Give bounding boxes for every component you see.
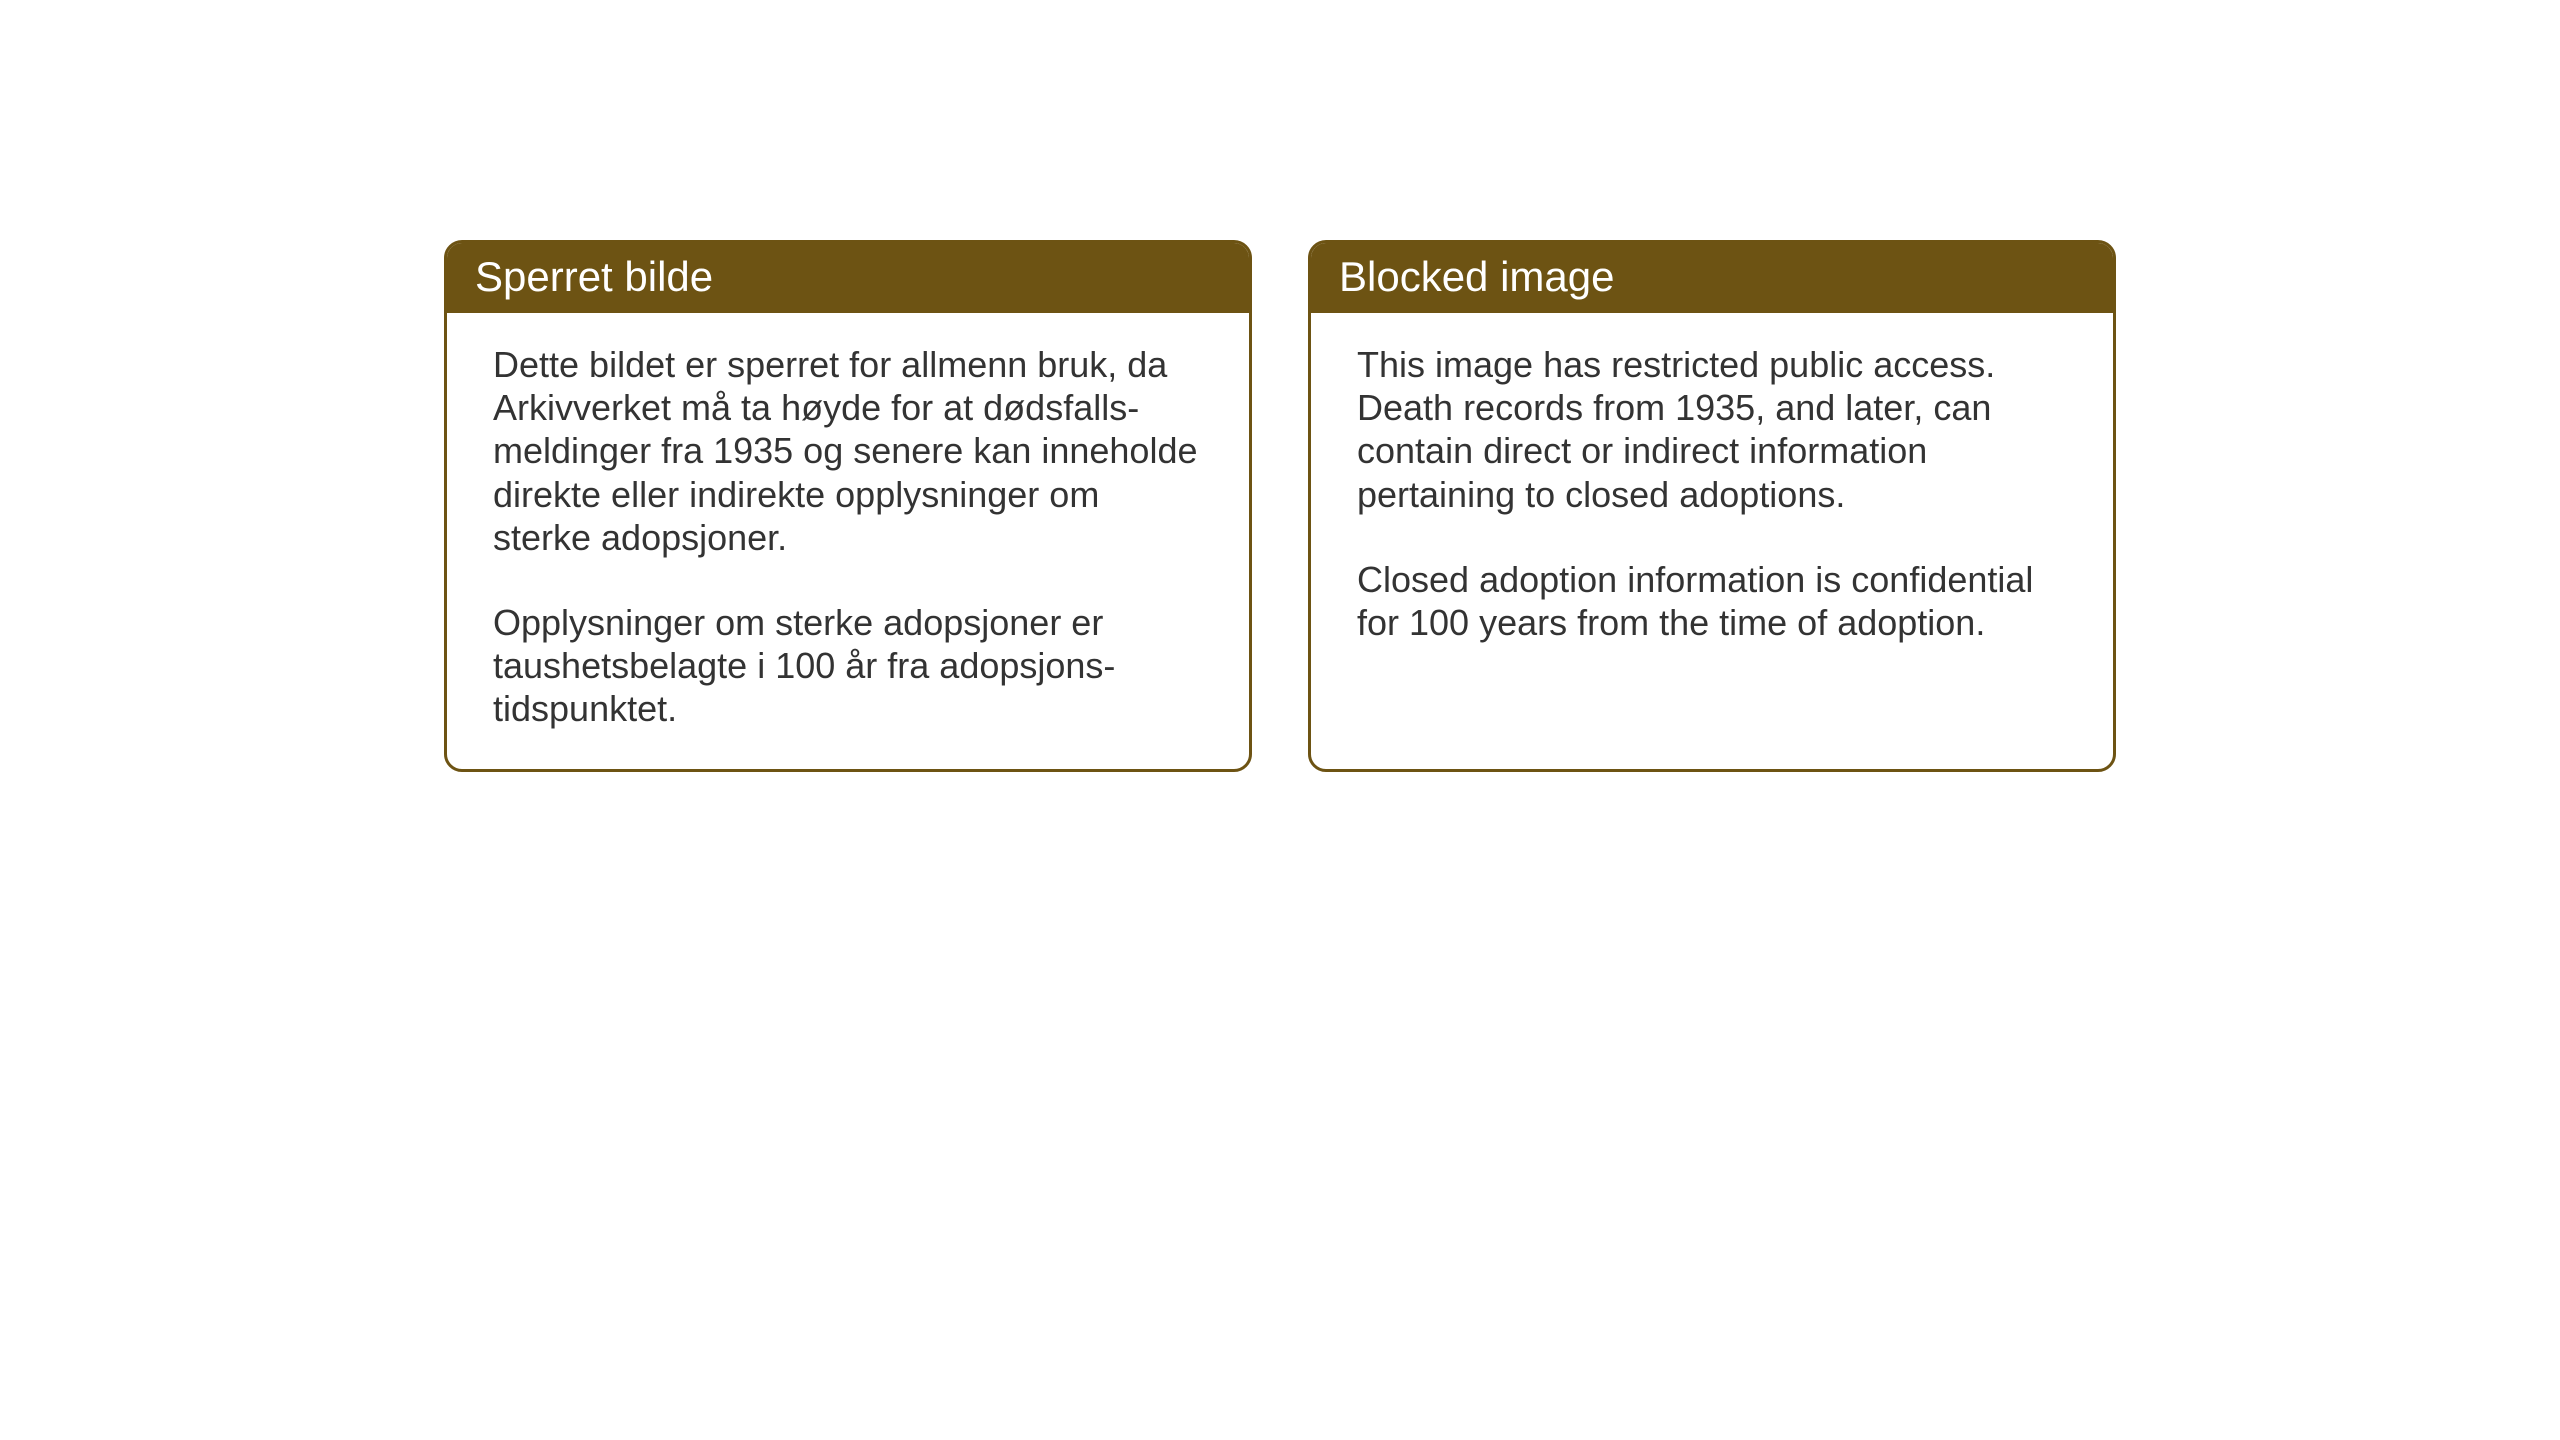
card-header-norwegian: Sperret bilde: [447, 243, 1249, 313]
card-body-english: This image has restricted public access.…: [1311, 313, 2113, 682]
card-paragraph-english-2: Closed adoption information is confident…: [1357, 558, 2071, 644]
card-paragraph-english-1: This image has restricted public access.…: [1357, 343, 2071, 516]
notice-card-norwegian: Sperret bilde Dette bildet er sperret fo…: [444, 240, 1252, 772]
card-body-norwegian: Dette bildet er sperret for allmenn bruk…: [447, 313, 1249, 769]
card-header-english: Blocked image: [1311, 243, 2113, 313]
notice-container: Sperret bilde Dette bildet er sperret fo…: [444, 240, 2116, 772]
card-title-english: Blocked image: [1339, 253, 1614, 300]
notice-card-english: Blocked image This image has restricted …: [1308, 240, 2116, 772]
card-paragraph-norwegian-2: Opplysninger om sterke adopsjoner er tau…: [493, 601, 1207, 731]
card-paragraph-norwegian-1: Dette bildet er sperret for allmenn bruk…: [493, 343, 1207, 559]
card-title-norwegian: Sperret bilde: [475, 253, 713, 300]
